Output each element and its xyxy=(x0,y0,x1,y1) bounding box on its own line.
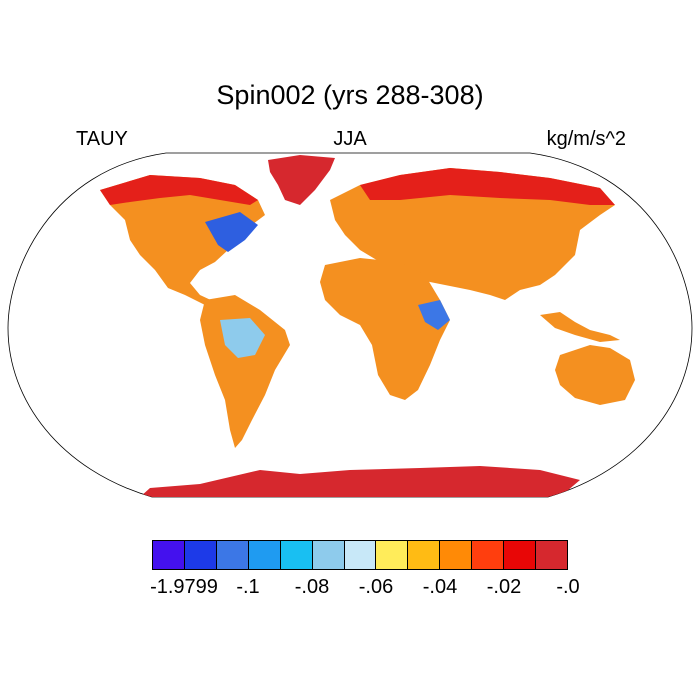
colorbar-tick-label: -1.9799 xyxy=(150,576,218,598)
south-america xyxy=(200,295,290,448)
south-america-center-blue xyxy=(220,318,265,358)
north-america-east-blue xyxy=(205,212,258,252)
season-label: JJA xyxy=(333,128,367,150)
north-america xyxy=(100,175,265,318)
antarctica xyxy=(140,466,580,497)
units-label: kg/m/s^2 xyxy=(546,128,626,150)
colorbar-box xyxy=(280,541,313,569)
colorbar-tick-label: -.1 xyxy=(236,576,260,598)
colorbar-box xyxy=(536,541,567,569)
africa-east-blue xyxy=(418,300,450,330)
colorbar-tick-label: -.0 xyxy=(556,576,580,598)
colorbar-box xyxy=(184,541,217,569)
colorbar-tick-label: -.02 xyxy=(486,576,522,598)
australia xyxy=(555,345,635,405)
colorbar-tick-label: -.04 xyxy=(422,576,458,598)
plot-title: Spin002 (yrs 288-308) xyxy=(216,80,484,110)
colorbar-labels: -1.9799 -.1 -.08 -.06 -.04 -.02 -.0 xyxy=(150,576,580,602)
colorbar-box xyxy=(312,541,345,569)
colorbar-box xyxy=(216,541,249,569)
colorbar-box xyxy=(472,541,505,569)
colorbar-box xyxy=(504,541,537,569)
colorbar-tick-label: -.06 xyxy=(358,576,394,598)
variable-label: TAUY xyxy=(76,128,128,150)
colorbar xyxy=(152,540,568,570)
colorbar-box xyxy=(248,541,281,569)
colorbar-box xyxy=(408,541,441,569)
colorbar-box xyxy=(440,541,473,569)
colorbar-box xyxy=(344,541,377,569)
colorbar-box xyxy=(153,541,185,569)
greenland xyxy=(268,155,335,205)
north-america-north-red xyxy=(100,175,258,205)
eurasia-north-red xyxy=(360,168,615,205)
africa xyxy=(320,258,450,400)
colorbar-tick-label: -.08 xyxy=(294,576,330,598)
se-asia-islands xyxy=(540,312,620,342)
colorbar-box xyxy=(376,541,409,569)
